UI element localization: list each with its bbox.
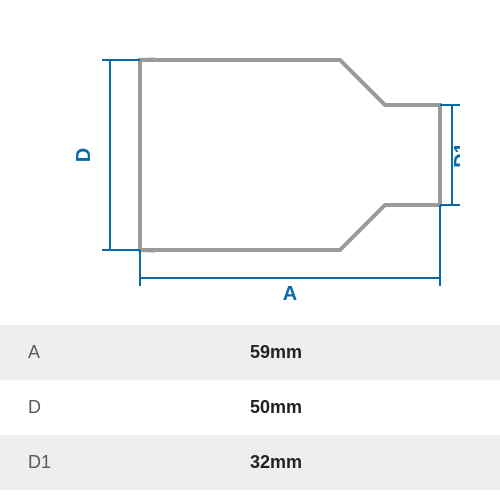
spec-label-d: D <box>28 397 250 418</box>
dim-label-d1: D1 <box>451 142 460 168</box>
fitting-outline <box>140 60 440 250</box>
lip-tick <box>140 250 155 251</box>
spec-table: A 59mm D 50mm D1 32mm <box>0 325 500 490</box>
lip-tick <box>140 60 155 61</box>
table-row: A 59mm <box>0 325 500 380</box>
table-row: D1 32mm <box>0 435 500 490</box>
spec-label-a: A <box>28 342 250 363</box>
page: D D1 A A 59mm D 50mm D1 32mm <box>0 0 500 500</box>
technical-diagram: D D1 A <box>40 20 460 310</box>
diagram-svg: D D1 A <box>40 20 460 310</box>
spec-value-d: 50mm <box>250 397 472 418</box>
spec-value-d1: 32mm <box>250 452 472 473</box>
dim-label-a: A <box>283 283 297 305</box>
table-row: D 50mm <box>0 380 500 435</box>
spec-label-d1: D1 <box>28 452 250 473</box>
dim-label-d: D <box>73 148 95 162</box>
spec-value-a: 59mm <box>250 342 472 363</box>
